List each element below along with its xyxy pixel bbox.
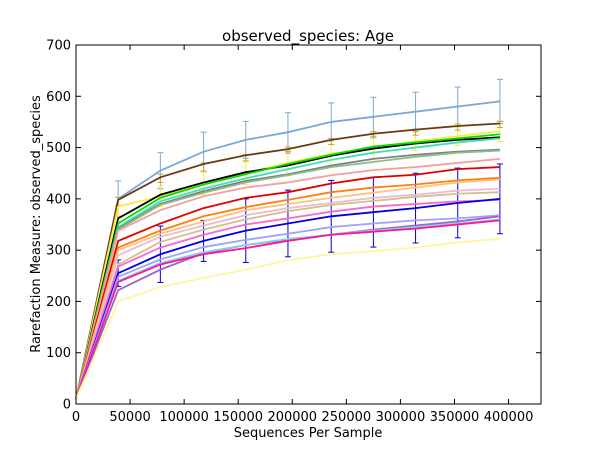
y-tick-label: 100	[46, 346, 71, 361]
series-line	[75, 100, 501, 400]
y-axis-label: Rarefaction Measure: observed_species	[29, 95, 44, 353]
x-tick-label: 200000	[267, 410, 317, 425]
y-tick-label: 400	[46, 192, 71, 207]
y-tick-label: 300	[46, 244, 71, 259]
y-tick-label: 700	[46, 39, 71, 54]
x-tick-label: 350000	[430, 410, 480, 425]
series-line	[75, 218, 500, 400]
series-line	[75, 166, 500, 400]
series-line	[75, 137, 500, 400]
series-line	[75, 198, 500, 400]
x-tick-label: 400000	[484, 410, 534, 425]
x-tick-label: 100000	[159, 410, 209, 425]
x-tick-label: 250000	[322, 410, 372, 425]
x-axis-label: Sequences Per Sample	[234, 426, 383, 441]
series-line	[75, 237, 500, 400]
y-axis-ticks: 0 100 200 300 400 500 600 700	[46, 39, 541, 413]
y-tick-label: 500	[46, 141, 71, 156]
x-axis-ticks: 0 50000 100000 150000 200000 250000 300000 3500…	[72, 45, 534, 425]
series-line	[75, 176, 500, 400]
series-lines	[75, 100, 501, 400]
x-tick-label: 50000	[109, 410, 150, 425]
error-bar	[284, 146, 291, 154]
series-line	[75, 148, 500, 400]
y-tick-label: 600	[46, 90, 71, 105]
chart-title: observed_species: Age	[222, 27, 394, 46]
series-line	[75, 187, 500, 400]
series-line	[75, 178, 500, 400]
x-tick-label: 300000	[376, 410, 426, 425]
y-tick-label: 200	[46, 295, 71, 310]
error-bar	[370, 131, 377, 139]
series-line	[75, 219, 500, 400]
error-bar	[496, 120, 503, 129]
x-tick-label: 0	[72, 410, 80, 425]
series-line	[75, 214, 500, 400]
series-line	[75, 136, 500, 400]
series-line	[75, 197, 500, 400]
series-line	[75, 130, 501, 400]
plot-frame	[75, 44, 542, 405]
error-bar	[157, 173, 164, 183]
series-line	[75, 133, 500, 400]
x-tick-label: 150000	[213, 410, 263, 425]
error-bar	[454, 123, 461, 131]
series-line	[75, 122, 500, 400]
y-tick-label: 0	[63, 398, 71, 413]
series-line	[75, 157, 500, 400]
series-line	[75, 191, 500, 400]
series-line	[75, 215, 501, 400]
series-line	[75, 149, 500, 400]
